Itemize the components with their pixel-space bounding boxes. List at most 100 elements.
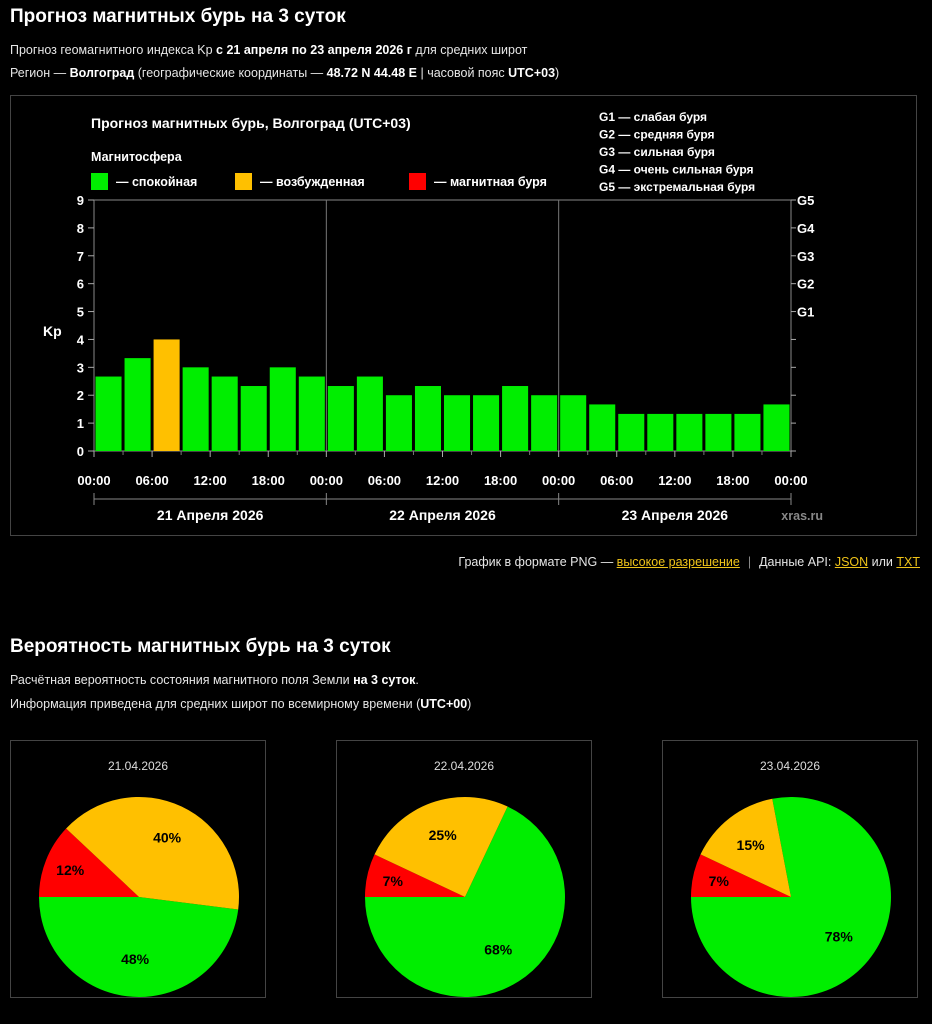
y-tick-label: 1 <box>77 416 84 431</box>
x-tick-label: 06:00 <box>600 473 633 488</box>
kp-bar <box>327 386 354 451</box>
y-tick-label: 7 <box>77 249 84 264</box>
pie-slice-calm <box>39 897 239 997</box>
pie-chart: 48% 12% 40% <box>39 797 239 997</box>
kp-bar <box>153 339 180 451</box>
x-tick-label: 18:00 <box>484 473 517 488</box>
kp-bar <box>589 404 616 451</box>
pie-label-calm: 68% <box>484 941 513 957</box>
kp-bar <box>298 376 325 451</box>
period-dates: с 21 апреля по 23 апреля 2026 г <box>216 43 412 57</box>
kp-bar <box>385 395 412 451</box>
kp-bar <box>414 386 441 451</box>
json-link[interactable]: JSON <box>834 555 869 569</box>
g-legend-item: G4 — очень сильная буря <box>599 163 754 177</box>
y-tick-label: 6 <box>77 277 84 292</box>
kp-bar <box>473 395 500 451</box>
x-tick-label: 18:00 <box>252 473 285 488</box>
legend-label-excited: — возбужденная <box>260 175 365 189</box>
kp-bar <box>124 358 151 451</box>
pie-label-storm: 7% <box>383 873 404 889</box>
kp-bar <box>240 386 267 451</box>
pie-slice-excited <box>700 798 791 897</box>
pie-label-excited: 40% <box>153 829 182 845</box>
tz-prefix: | часовой пояс <box>417 66 509 80</box>
pie-label-calm: 78% <box>825 929 854 945</box>
y-tick-label: 0 <box>77 444 84 459</box>
y-tick-label: 9 <box>77 193 84 208</box>
kp-bar <box>531 395 558 451</box>
probability-line-1: Расчётная вероятность состояния магнитно… <box>10 673 419 687</box>
x-tick-label: 06:00 <box>368 473 401 488</box>
kp-bar <box>734 413 761 451</box>
kp-bar <box>676 413 703 451</box>
x-tick-label: 12:00 <box>658 473 691 488</box>
pie-date: 23.04.2026 <box>759 759 821 773</box>
utc-prefix: Информация приведена для средних широт п… <box>10 697 421 711</box>
png-hires-link[interactable]: высокое разрешение <box>616 555 740 569</box>
legend-swatch-calm <box>91 173 108 190</box>
pie-card-day-3: 23.04.2026 78% 7% 15% <box>662 740 918 998</box>
g-tick-label: G4 <box>797 221 815 236</box>
png-text: График в формате PNG — <box>458 555 617 569</box>
kp-bar <box>356 376 383 451</box>
x-tick-label: 00:00 <box>542 473 575 488</box>
pie-chart: 68% 7% 25% <box>365 797 565 998</box>
utc-suffix: ) <box>467 697 472 711</box>
g-tick-label: G2 <box>797 277 814 292</box>
legend-swatch-storm <box>409 173 426 190</box>
g-legend-item: G2 — средняя буря <box>599 128 715 142</box>
coords-prefix: (географические координаты — <box>134 66 327 80</box>
period-prefix: Прогноз геомагнитного индекса Kp <box>10 43 217 57</box>
probability-line-2: Информация приведена для средних широт п… <box>10 697 471 711</box>
x-tick-label: 18:00 <box>716 473 749 488</box>
watermark: xras.ru <box>781 509 823 523</box>
chart-title: Прогноз магнитных бурь, Волгоград (UTC+0… <box>91 115 411 131</box>
kp-bar <box>647 413 674 451</box>
api-text: Данные API: <box>759 555 835 569</box>
x-tick-label: 06:00 <box>135 473 168 488</box>
pie-chart: 78% 7% 15% <box>691 796 891 997</box>
kp-bar <box>705 413 732 451</box>
x-tick-label: 00:00 <box>774 473 807 488</box>
y-tick-label: 2 <box>77 388 84 403</box>
y-tick-label: 5 <box>77 305 84 320</box>
pie-slice-storm <box>39 828 139 897</box>
x-tick-label: 00:00 <box>77 473 110 488</box>
kp-bar <box>560 395 587 451</box>
forecast-period-line: Прогноз геомагнитного индекса Kp с 21 ап… <box>10 43 527 57</box>
prob-period: на 3 суток <box>353 673 416 687</box>
period-suffix: для средних широт <box>411 43 528 57</box>
pie-date: 22.04.2026 <box>433 759 495 773</box>
pie-label-calm: 48% <box>121 951 150 967</box>
g-tick-label: G3 <box>797 249 814 264</box>
pie-slice-calm <box>691 796 891 997</box>
probability-title: Вероятность магнитных бурь на 3 суток <box>10 636 391 657</box>
g-tick-label: G5 <box>797 193 814 208</box>
pie-card-day-2: 22.04.2026 68% 7% 25% <box>336 740 592 998</box>
kp-bar <box>182 367 209 451</box>
legend-swatch-excited <box>235 173 252 190</box>
pie-slice-calm <box>365 806 565 998</box>
page-title: Прогноз магнитных бурь на 3 суток <box>10 6 346 27</box>
pie-label-excited: 15% <box>737 837 766 853</box>
x-tick-label: 12:00 <box>194 473 227 488</box>
pie-slice-excited <box>66 797 239 910</box>
kp-bar <box>269 367 296 451</box>
region-suffix: ) <box>555 66 560 80</box>
region-coords: 48.72 N 44.48 E <box>326 66 417 80</box>
legend-label-storm: — магнитная буря <box>434 175 547 189</box>
y-axis-label: Kp <box>43 323 62 339</box>
kp-bar <box>444 395 471 451</box>
kp-bar <box>95 376 122 451</box>
kp-bar <box>211 376 238 451</box>
region-name: Волгоград <box>69 66 135 80</box>
kp-chart-canvas: Прогноз магнитных бурь, Волгоград (UTC+0… <box>43 110 823 523</box>
g-legend-item: G1 — слабая буря <box>599 110 707 124</box>
kp-bar <box>502 386 529 451</box>
pie-slice-storm <box>365 854 465 897</box>
region-line: Регион — Волгоград (географические коорд… <box>10 66 559 80</box>
pie-label-storm: 12% <box>56 862 85 878</box>
g-legend-item: G5 — экстремальная буря <box>599 180 755 194</box>
txt-link[interactable]: TXT <box>896 555 920 569</box>
